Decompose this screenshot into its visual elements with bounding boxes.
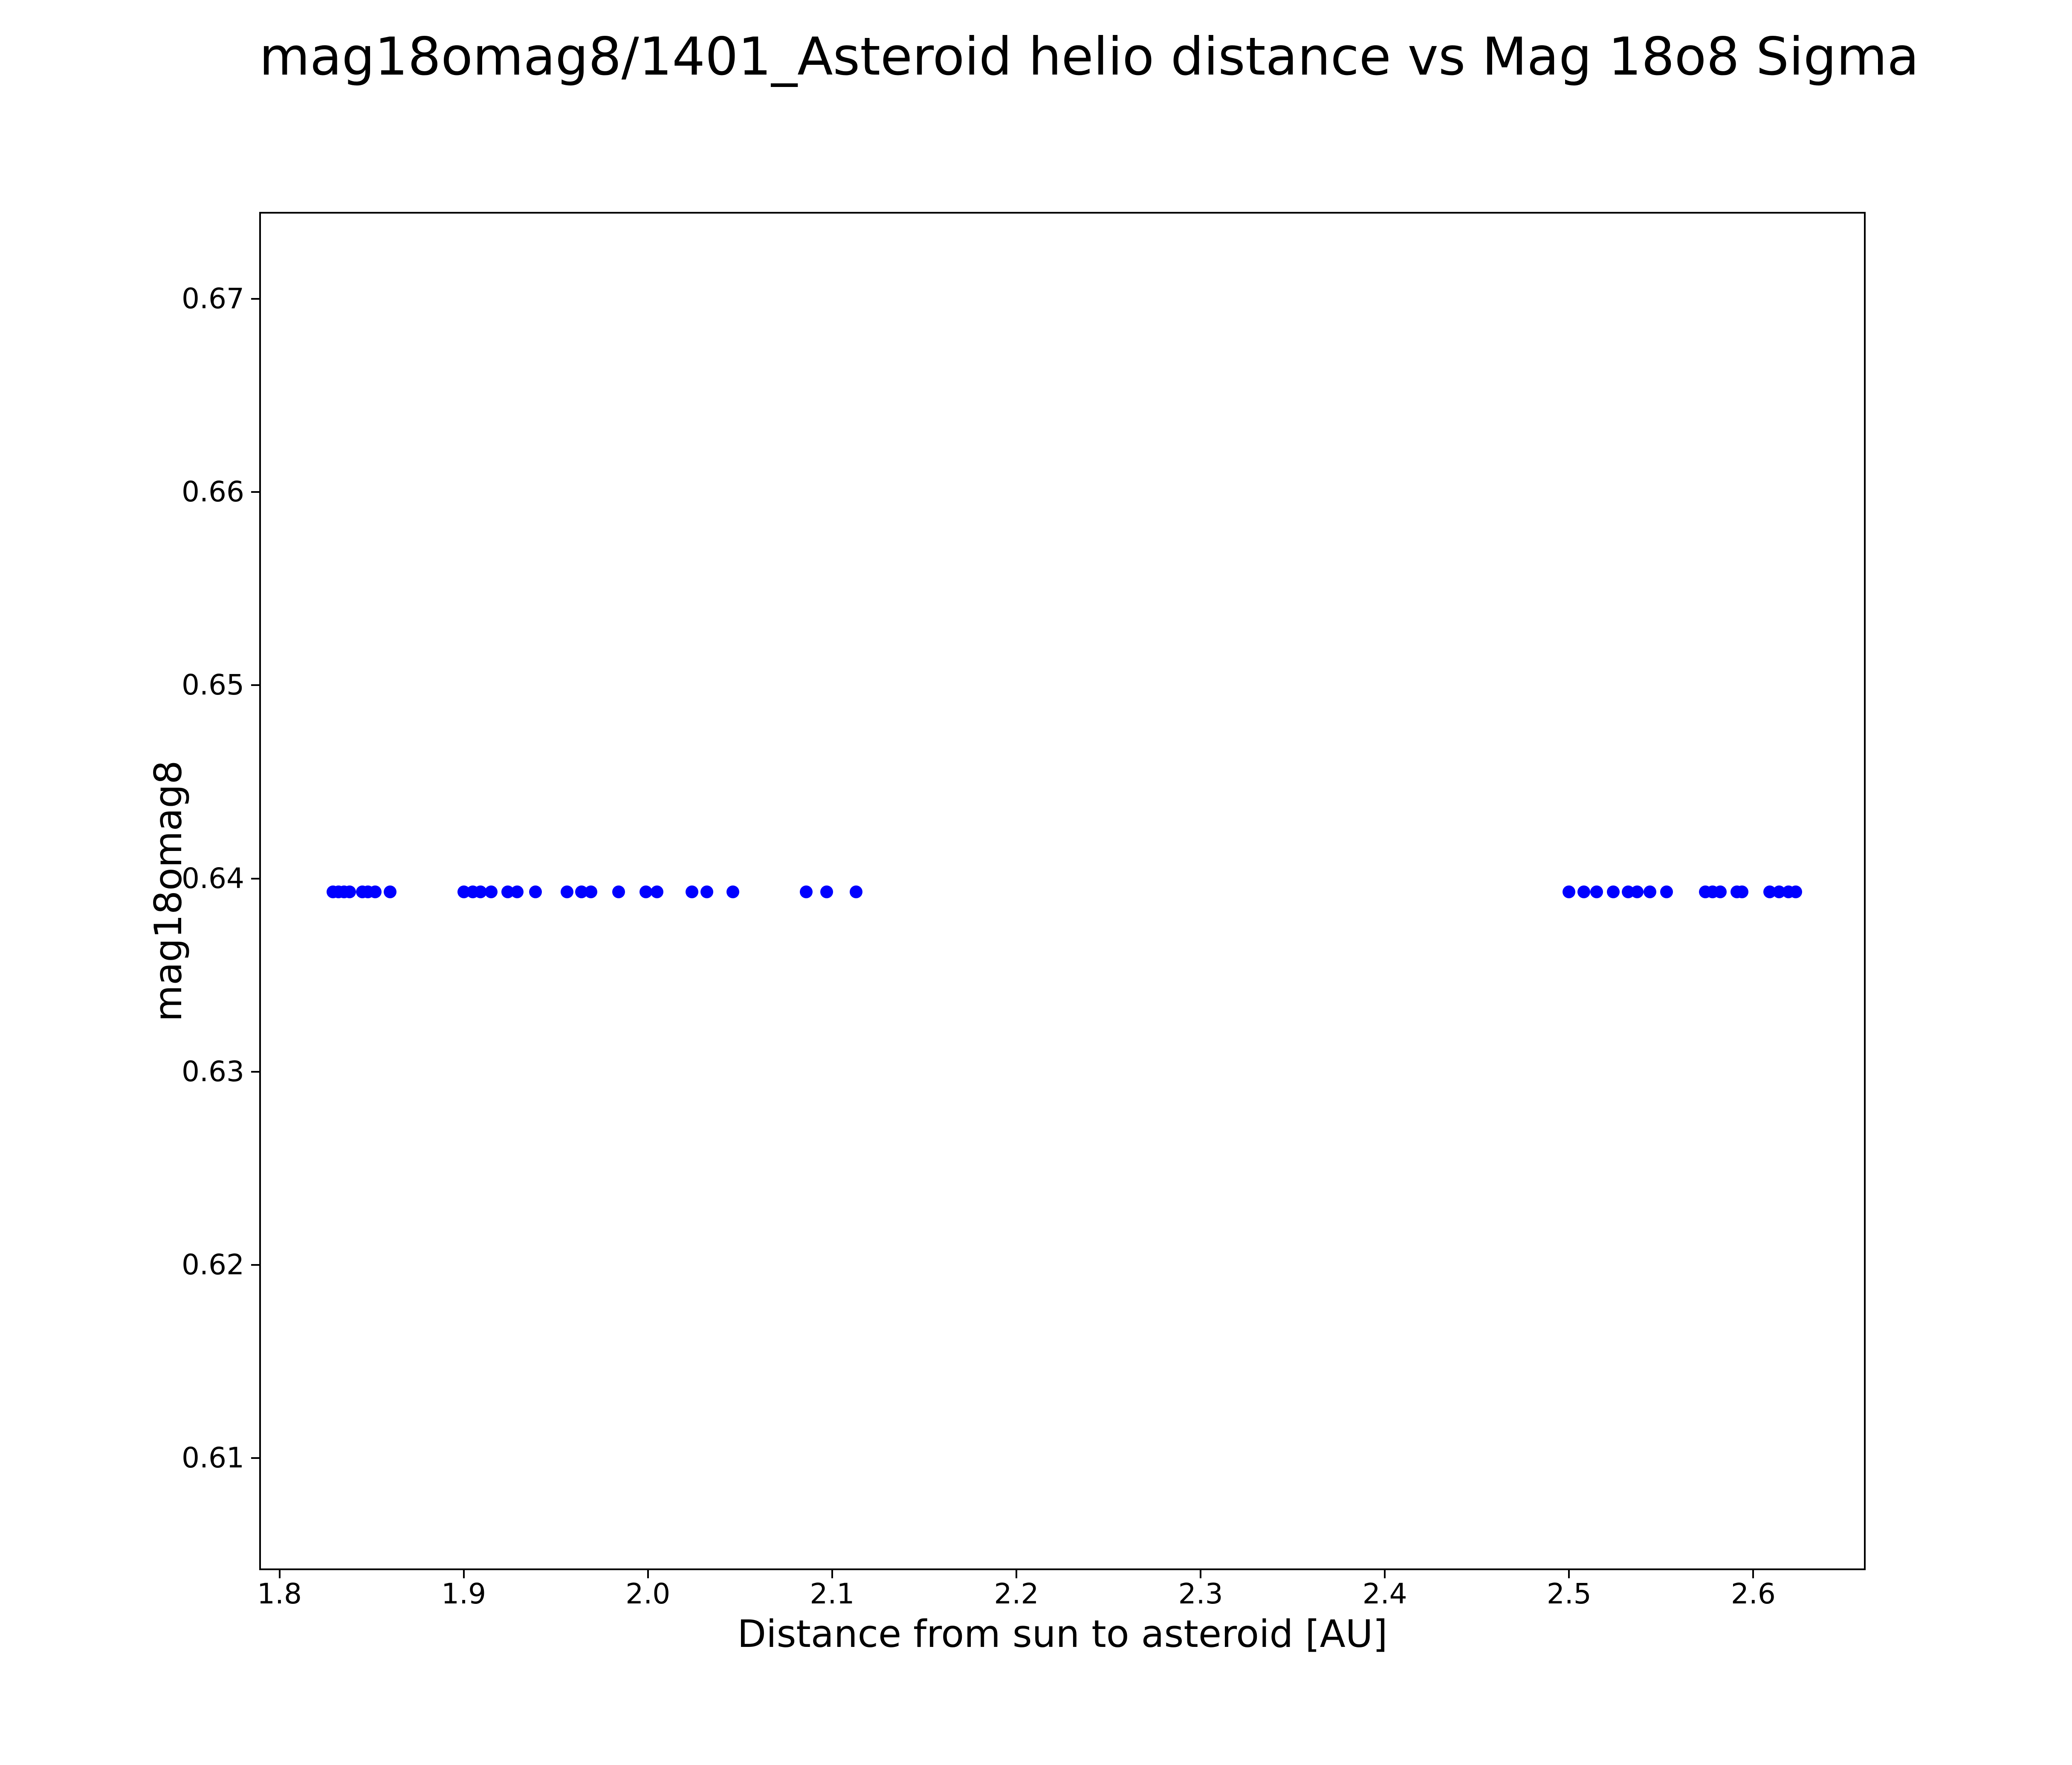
data-point	[612, 885, 625, 899]
data-point	[700, 885, 714, 899]
x-tick-label: 2.4	[1362, 1577, 1407, 1610]
data-point	[800, 885, 813, 899]
y-tick	[251, 491, 259, 493]
data-point	[1607, 885, 1620, 899]
x-tick	[278, 1570, 281, 1578]
y-tick	[251, 684, 259, 686]
x-tick-label: 2.2	[994, 1577, 1039, 1610]
data-point	[529, 885, 542, 899]
data-point	[686, 885, 699, 899]
data-point	[1631, 885, 1644, 899]
x-tick-label: 1.9	[441, 1577, 486, 1610]
x-tick	[1384, 1570, 1386, 1578]
y-tick-label: 0.67	[182, 282, 244, 315]
y-tick-label: 0.63	[182, 1055, 244, 1088]
x-tick	[831, 1570, 833, 1578]
data-point	[651, 885, 664, 899]
x-tick	[647, 1570, 649, 1578]
x-tick-label: 1.8	[257, 1577, 302, 1610]
x-tick-label: 2.0	[625, 1577, 671, 1610]
data-point	[1563, 885, 1576, 899]
data-point	[584, 885, 597, 899]
y-tick-label: 0.65	[182, 668, 244, 702]
data-point	[369, 885, 382, 899]
x-tick-label: 2.1	[810, 1577, 855, 1610]
data-point	[383, 885, 396, 899]
y-tick	[251, 1457, 259, 1459]
x-tick	[1752, 1570, 1754, 1578]
data-point	[1713, 885, 1727, 899]
data-point	[820, 885, 833, 899]
data-point	[640, 885, 653, 899]
data-point	[850, 885, 863, 899]
data-point	[560, 885, 573, 899]
y-tick-label: 0.64	[182, 862, 244, 895]
data-point	[343, 885, 356, 899]
data-point	[726, 885, 739, 899]
y-tick	[251, 877, 259, 880]
x-tick	[1568, 1570, 1570, 1578]
y-tick-label: 0.62	[182, 1248, 244, 1281]
x-tick	[463, 1570, 465, 1578]
data-point	[510, 885, 524, 899]
data-point	[1577, 885, 1590, 899]
x-tick	[1015, 1570, 1017, 1578]
y-tick-label: 0.66	[182, 475, 244, 509]
x-tick-label: 2.5	[1546, 1577, 1592, 1610]
data-point	[485, 885, 498, 899]
data-point	[1660, 885, 1673, 899]
x-tick-label: 2.6	[1731, 1577, 1776, 1610]
y-tick	[251, 298, 259, 300]
y-tick-label: 0.61	[182, 1441, 244, 1475]
data-point	[1590, 885, 1603, 899]
x-tick	[1200, 1570, 1202, 1578]
data-point	[1644, 885, 1657, 899]
chart-title: mag18omag8/1401_Asteroid helio distance …	[259, 26, 1919, 87]
x-tick-label: 2.3	[1178, 1577, 1223, 1610]
y-axis-label: mag18omag8	[146, 760, 190, 1022]
y-tick	[251, 1071, 259, 1073]
data-point	[1736, 885, 1749, 899]
data-point	[1789, 885, 1802, 899]
x-axis-label: Distance from sun to asteroid [AU]	[737, 1612, 1388, 1656]
data-point	[474, 885, 487, 899]
y-tick	[251, 1264, 259, 1266]
